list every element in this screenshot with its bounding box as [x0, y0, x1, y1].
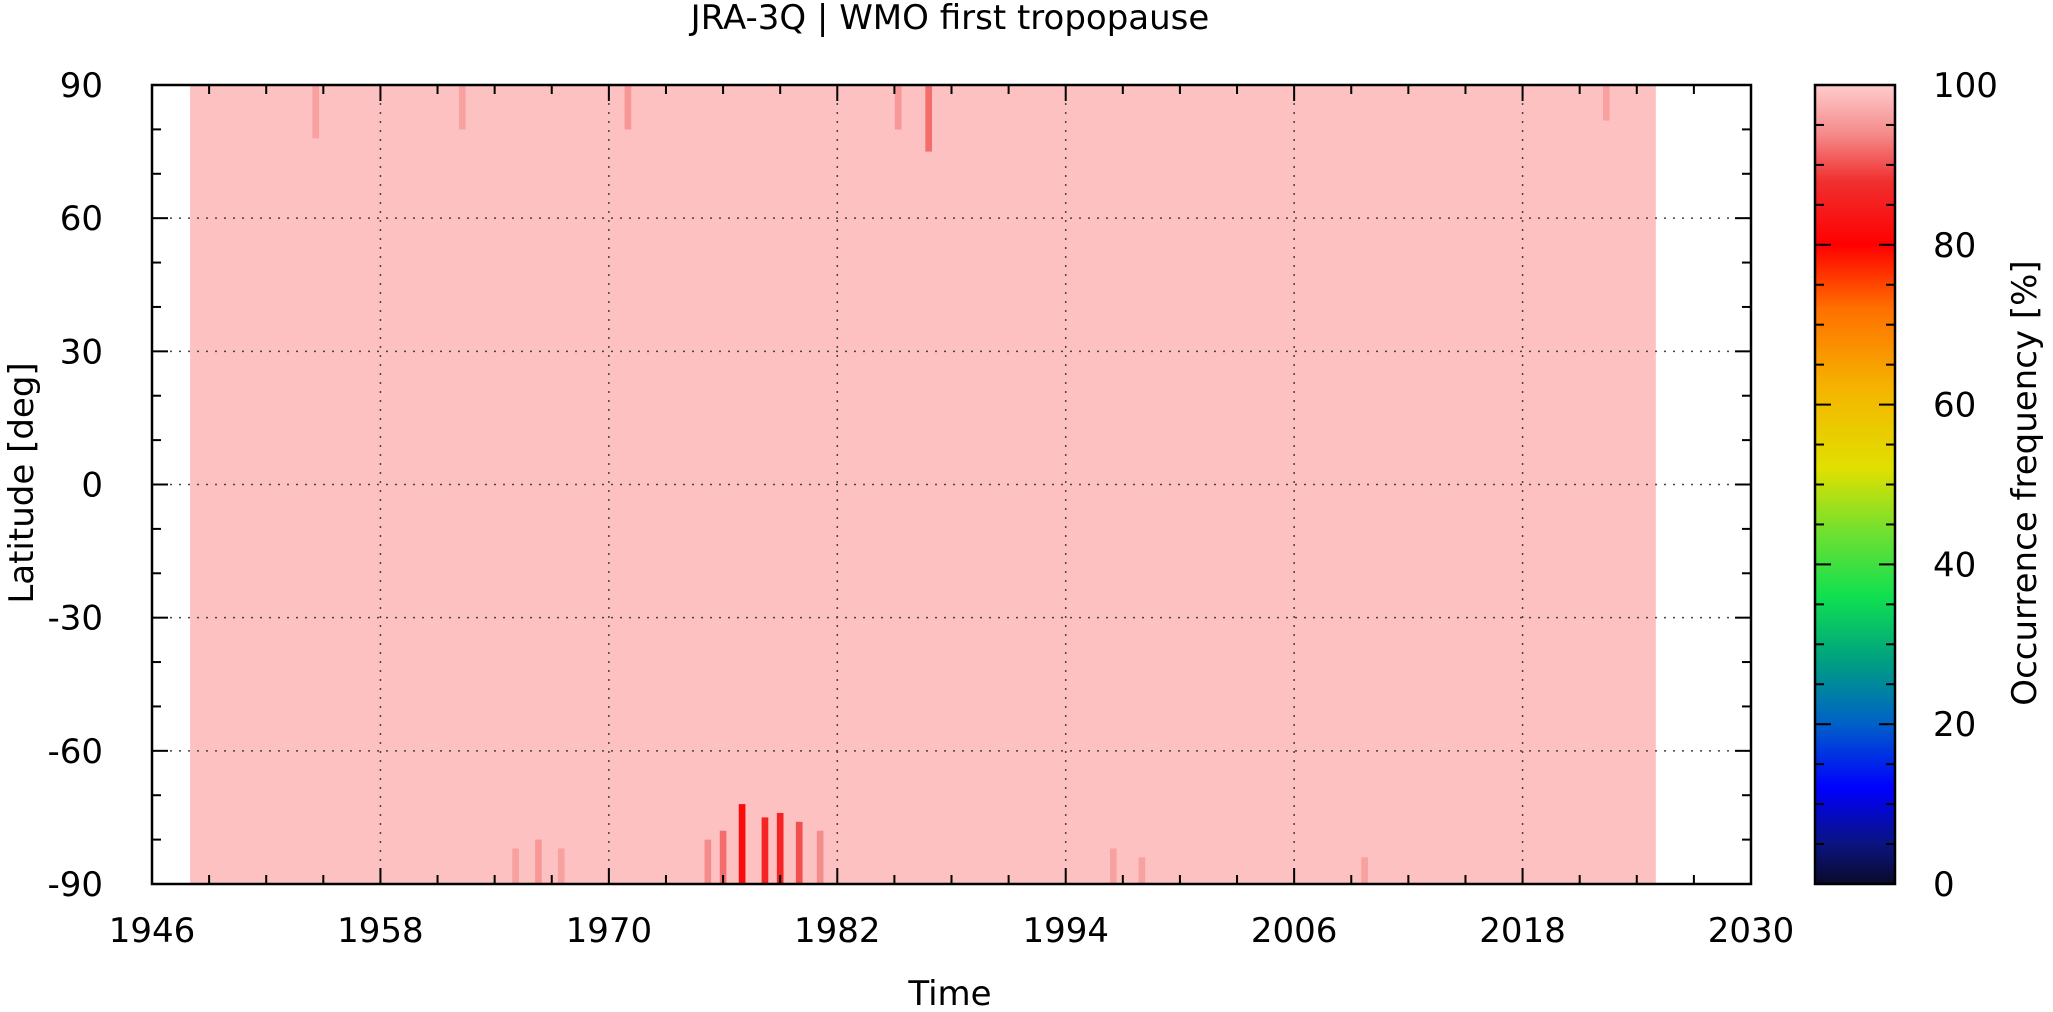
heatmap-streak-11: [1138, 857, 1146, 884]
heatmap-streak-16: [312, 85, 320, 139]
colorbar: 0 20 40 60 80 100 Occurrence frequency [%]: [1813, 66, 2045, 905]
colorbar-ticks: 0 20 40 60 80 100: [1815, 66, 1998, 905]
heatmap-streak-15: [624, 85, 632, 130]
y-tick-label-5: 60: [60, 199, 103, 239]
x-axis-label: Time: [907, 974, 991, 1012]
x-tick-label-3: 1982: [794, 911, 881, 951]
y-tick-label-3: 0: [81, 466, 103, 506]
colorbar-label: Occurrence frequency [%]: [2005, 260, 2045, 705]
heatmap-streak-13: [925, 85, 932, 152]
heatmap-layer: [190, 85, 1656, 884]
x-tick-label-6: 2018: [1479, 911, 1566, 951]
x-tick-label-1: 1958: [337, 911, 424, 951]
cbar-tick-label-1: 20: [1933, 705, 1976, 745]
heatmap-streak-3: [795, 821, 803, 884]
heatmap-streak-6: [816, 830, 824, 884]
heatmap-streak-0: [738, 804, 746, 884]
y-tick-label-2: -30: [47, 599, 103, 639]
heatmap-streak-10: [1109, 848, 1117, 884]
x-axis: 1946 1958 1970 1982 1994 2006 2018 2030: [109, 85, 1795, 951]
x-tick-label-2: 1970: [566, 911, 653, 951]
colorbar-gradient: [1815, 85, 1895, 884]
heatmap-streak-9: [557, 848, 565, 884]
y-axis-label: Latitude [deg]: [2, 362, 42, 603]
x-tick-label-5: 2006: [1251, 911, 1338, 951]
heatmap-streak-8: [512, 848, 519, 884]
heatmap-streak-1: [761, 817, 769, 884]
grid-lines: [152, 85, 1751, 884]
heatmap-streak-4: [719, 830, 727, 884]
cbar-tick-label-5: 100: [1933, 66, 1998, 106]
heatmap-streak-12: [1361, 857, 1368, 884]
x-tick-label-0: 1946: [109, 911, 196, 951]
y-tick-label-1: -60: [47, 732, 103, 772]
heatmap-streak-7: [535, 839, 542, 884]
heatmap-streak-2: [776, 812, 784, 884]
cbar-tick-label-2: 40: [1933, 545, 1976, 585]
heatmap-streak-5: [704, 839, 712, 884]
x-tick-label-7: 2030: [1708, 911, 1795, 951]
heatmap-field: [190, 85, 1656, 884]
heatmap-streak-17: [458, 85, 466, 130]
y-axis: -90 -60 -30 0 30 60 90: [47, 66, 1751, 905]
chart-title: JRA-3Q | WMO first tropopause: [689, 0, 1210, 38]
y-tick-label-0: -90: [47, 865, 103, 905]
cbar-tick-label-4: 80: [1933, 226, 1976, 266]
heatmap-streak-18: [1602, 85, 1610, 121]
y-tick-label-4: 30: [60, 332, 103, 372]
x-tick-label-4: 1994: [1022, 911, 1109, 951]
cbar-tick-label-0: 0: [1933, 865, 1955, 905]
heatmap-streak-14: [894, 85, 902, 130]
cbar-tick-label-3: 60: [1933, 386, 1976, 426]
y-tick-label-6: 90: [60, 66, 103, 106]
